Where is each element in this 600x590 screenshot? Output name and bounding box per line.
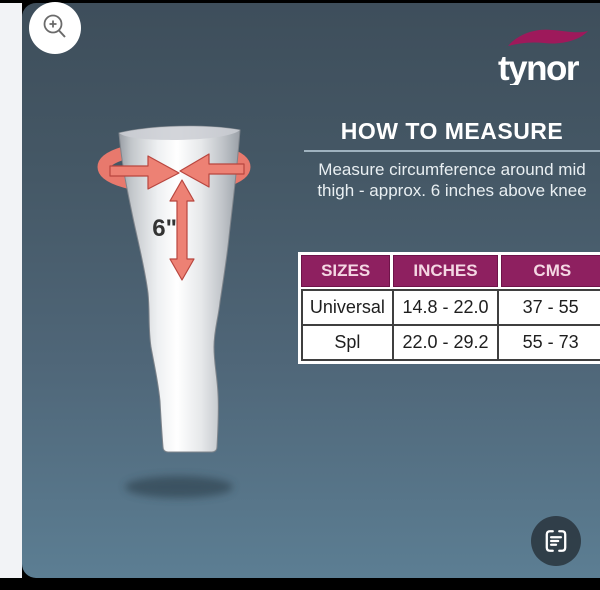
logo-swoosh-icon xyxy=(508,29,588,46)
lens-scan-button[interactable] xyxy=(531,516,581,566)
leg-top-cut xyxy=(119,126,240,140)
size-chart-table: SIZES INCHES CMS Universal 14.8 - 22.0 3… xyxy=(298,252,600,364)
right-measure-arrow-icon xyxy=(179,153,245,188)
size-chart-body: Universal 14.8 - 22.0 37 - 55 Spl 22.0 -… xyxy=(301,289,600,361)
size-chart-cell: Spl xyxy=(303,326,392,359)
vertical-distance-arrow-icon xyxy=(169,179,195,281)
magnifier-plus-icon xyxy=(43,14,66,38)
brand-logo: tynor xyxy=(494,21,600,88)
size-chart-header-sizes: SIZES xyxy=(301,255,391,287)
size-chart-cell: 14.8 - 22.0 xyxy=(393,291,498,324)
leg-shape xyxy=(118,125,241,453)
brand-logo-text: tynor xyxy=(498,49,580,85)
scan-text-icon xyxy=(545,530,567,552)
page-background-strip xyxy=(0,3,22,578)
size-chart-header-cms: CMS xyxy=(500,255,600,287)
measure-instructions: Measure circumference around mid thigh -… xyxy=(288,159,600,201)
measure-instructions-line1: Measure circumference around mid xyxy=(318,160,586,179)
measure-instructions-line2: thigh - approx. 6 inches above knee xyxy=(317,181,587,200)
leg-shadow xyxy=(125,476,233,498)
size-chart-header-row: SIZES INCHES CMS xyxy=(301,255,600,287)
measurement-label: 6" xyxy=(152,215,177,242)
brand-logo-graphic: tynor xyxy=(498,29,588,88)
size-chart-cell: 22.0 - 29.2 xyxy=(393,326,498,359)
left-measure-arrow-icon xyxy=(109,155,180,190)
size-chart-cell: Universal xyxy=(303,291,392,324)
product-image-viewer[interactable]: tynor HOW TO MEASURE Measure circumferen… xyxy=(22,3,600,578)
size-chart-cell: 55 - 73 xyxy=(499,326,600,359)
zoom-button[interactable] xyxy=(29,2,81,54)
size-chart-cell: 37 - 55 xyxy=(499,291,600,324)
size-chart-header-inches: INCHES xyxy=(393,255,498,287)
page-title: HOW TO MEASURE xyxy=(340,118,564,144)
title-divider xyxy=(304,150,600,152)
leg-measurement-figure: 6" xyxy=(97,125,251,498)
